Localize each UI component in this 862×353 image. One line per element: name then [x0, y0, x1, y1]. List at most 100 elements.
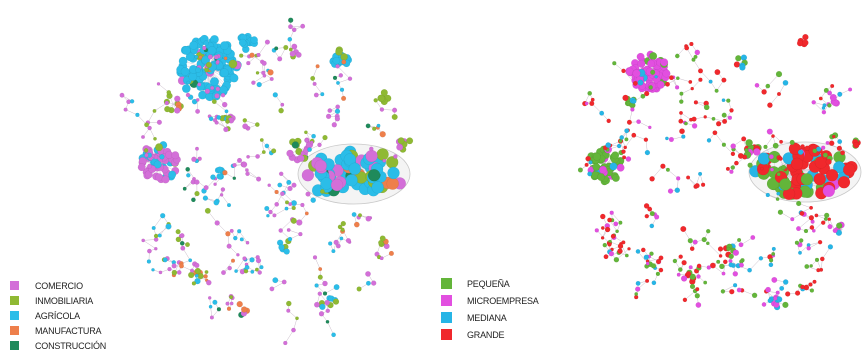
- legend-sector: COMERCIO INMOBILIARIA AGRÍCOLA MANUFACTU…: [10, 278, 106, 353]
- network-node: [722, 78, 727, 83]
- network-node: [316, 64, 320, 68]
- network-node: [334, 284, 340, 290]
- network-node: [206, 280, 211, 285]
- network-node: [313, 255, 317, 259]
- network-node: [213, 300, 218, 305]
- network-node: [766, 84, 770, 88]
- legend-label: INMOBILIARIA: [35, 296, 93, 306]
- network-node: [246, 241, 249, 244]
- network-node: [726, 167, 730, 171]
- edge: [143, 240, 156, 248]
- legend-item-grande: GRANDE: [441, 326, 539, 343]
- network-node: [204, 185, 209, 190]
- network-node: [729, 254, 734, 259]
- legend-item-comercio: COMERCIO: [10, 278, 106, 293]
- network-node: [326, 320, 329, 323]
- network-node: [266, 214, 269, 217]
- network-node: [644, 203, 649, 208]
- network-node: [205, 270, 209, 274]
- network-node: [162, 176, 170, 184]
- network-node: [225, 110, 229, 114]
- network-node: [346, 174, 358, 186]
- legend-item-manufactura: MANUFACTURA: [10, 323, 106, 338]
- network-node: [130, 99, 134, 103]
- network-node: [237, 158, 242, 163]
- network-node: [800, 285, 804, 289]
- network-node: [298, 232, 302, 236]
- network-node: [783, 80, 788, 85]
- network-node: [195, 109, 200, 114]
- network-node: [288, 37, 292, 41]
- network-node: [603, 243, 607, 247]
- network-node: [279, 172, 283, 176]
- network-node: [270, 287, 275, 292]
- network-node: [657, 81, 665, 89]
- network-node: [194, 180, 199, 185]
- network-node: [155, 143, 163, 151]
- network-node: [694, 100, 698, 104]
- network-node: [188, 259, 192, 263]
- network-node: [820, 257, 824, 261]
- network-node: [260, 138, 264, 142]
- network-node: [601, 226, 604, 229]
- network-node: [225, 231, 230, 236]
- network-node: [174, 108, 180, 114]
- network-node: [823, 153, 828, 158]
- network-node: [209, 305, 212, 308]
- network-node: [380, 236, 386, 242]
- network-node: [611, 152, 619, 160]
- network-node: [209, 117, 213, 121]
- network-node: [358, 213, 362, 217]
- network-node: [331, 333, 335, 337]
- network-node: [614, 257, 619, 262]
- network-node: [783, 279, 788, 284]
- network-panel-size: [578, 34, 861, 310]
- network-node: [656, 272, 660, 276]
- network-node: [145, 153, 149, 157]
- network-node: [160, 213, 165, 218]
- network-node: [325, 300, 330, 305]
- network-node: [216, 87, 220, 91]
- network-node: [305, 212, 309, 216]
- network-node: [649, 52, 657, 60]
- network-node: [832, 135, 835, 138]
- network-node: [388, 167, 400, 179]
- network-node: [790, 217, 794, 221]
- network-node: [230, 302, 233, 305]
- network-node: [668, 189, 673, 194]
- network-node: [357, 287, 362, 292]
- network-node: [221, 93, 225, 97]
- network-node: [278, 183, 283, 188]
- network-node: [352, 212, 357, 217]
- network-node: [675, 188, 680, 193]
- network-node: [815, 258, 819, 262]
- network-node: [333, 299, 339, 305]
- network-node: [310, 76, 315, 81]
- network-node: [368, 169, 380, 181]
- network-node: [159, 154, 164, 159]
- network-node: [813, 149, 818, 154]
- network-node: [601, 236, 604, 239]
- network-node: [752, 293, 757, 298]
- network-node: [192, 281, 196, 285]
- network-node: [779, 286, 784, 291]
- network-node: [148, 126, 152, 130]
- network-node: [158, 234, 162, 238]
- network-node: [738, 153, 744, 159]
- network-node: [795, 241, 799, 245]
- network-node: [651, 263, 656, 268]
- network-node: [120, 93, 125, 98]
- network-node: [289, 48, 293, 52]
- network-node: [760, 167, 763, 170]
- network-node: [292, 28, 296, 32]
- network-node: [288, 24, 293, 29]
- network-node: [208, 55, 213, 60]
- network-node: [678, 267, 682, 271]
- network-node: [622, 156, 626, 160]
- network-node: [692, 117, 697, 122]
- network-node: [768, 298, 773, 303]
- network-node: [335, 116, 340, 121]
- network-node: [624, 129, 629, 134]
- network-node: [188, 272, 194, 278]
- network-node: [751, 235, 756, 240]
